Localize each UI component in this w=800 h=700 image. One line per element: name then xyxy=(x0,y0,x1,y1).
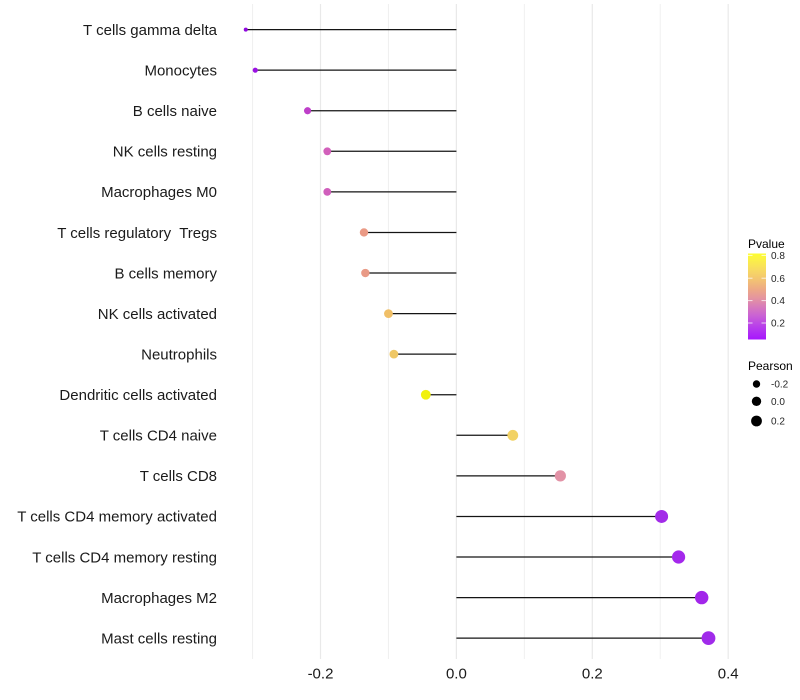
dot-1 xyxy=(252,67,258,73)
dot-2 xyxy=(303,107,312,115)
x-axis-labels: -0.2 0.0 0.2 0.4 xyxy=(308,666,739,683)
pearson-size-label-2: 0.2 xyxy=(771,417,785,428)
dot-5 xyxy=(359,228,369,237)
lollipop-rows xyxy=(243,27,716,646)
pvalue-colorbar xyxy=(748,253,766,340)
y-label-5: T cells regulatory Tregs xyxy=(57,225,217,242)
legend-pvalue-title: Pvalue xyxy=(748,237,785,251)
pvalue-tick-label-2: 0.4 xyxy=(771,296,785,307)
dot-0 xyxy=(243,27,248,32)
pearson-size-label-1: 0.0 xyxy=(771,397,785,408)
dot-12 xyxy=(655,509,669,523)
pearson-size-dot-1 xyxy=(751,396,762,406)
y-label-0: T cells gamma delta xyxy=(83,22,218,39)
dot-9 xyxy=(420,389,431,400)
y-label-14: Macrophages M2 xyxy=(101,590,217,607)
dot-6 xyxy=(361,268,370,278)
gridlines xyxy=(252,4,729,659)
y-label-2: B cells naive xyxy=(133,103,217,120)
pvalue-tick-label-0: 0.8 xyxy=(771,251,785,262)
y-label-6: B cells memory xyxy=(114,265,217,282)
dot-13 xyxy=(671,550,686,564)
dot-3 xyxy=(323,147,332,156)
legend-pearson-title: Pearson xyxy=(748,359,793,373)
y-label-12: T cells CD4 memory activated xyxy=(17,509,217,526)
dot-14 xyxy=(694,590,709,605)
y-label-13: T cells CD4 memory resting xyxy=(32,549,217,566)
dot-4 xyxy=(323,187,332,196)
y-label-8: Neutrophils xyxy=(141,346,217,363)
y-label-3: NK cells resting xyxy=(113,144,217,161)
pvalue-tick-label-1: 0.6 xyxy=(771,274,785,285)
dot-10 xyxy=(507,429,519,441)
x-tick-label-2: 0.2 xyxy=(582,666,603,683)
x-tick-label-1: 0.0 xyxy=(446,666,467,683)
y-label-9: Dendritic cells activated xyxy=(59,387,217,404)
y-axis-labels: T cells gamma delta Monocytes B cells naiv… xyxy=(17,22,217,648)
y-label-10: T cells CD4 naive xyxy=(100,428,217,445)
legend-pearson: Pearson -0.2 0.0 0.2 xyxy=(748,359,793,428)
pearson-size-label-0: -0.2 xyxy=(771,380,789,391)
pvalue-tick-label-3: 0.2 xyxy=(771,319,785,330)
y-label-15: Mast cells resting xyxy=(101,630,217,647)
y-label-4: Macrophages M0 xyxy=(101,184,217,201)
y-label-7: NK cells activated xyxy=(98,306,217,323)
y-label-1: Monocytes xyxy=(144,62,217,79)
pearson-size-dot-0 xyxy=(752,380,761,388)
dot-8 xyxy=(389,349,399,359)
dot-15 xyxy=(701,631,716,646)
x-tick-label-0: -0.2 xyxy=(308,666,334,683)
dot-11 xyxy=(554,470,566,482)
dot-7 xyxy=(384,309,393,318)
y-label-11: T cells CD8 xyxy=(140,468,217,485)
x-tick-label-3: 0.4 xyxy=(718,666,739,683)
pearson-size-dot-2 xyxy=(751,415,762,427)
